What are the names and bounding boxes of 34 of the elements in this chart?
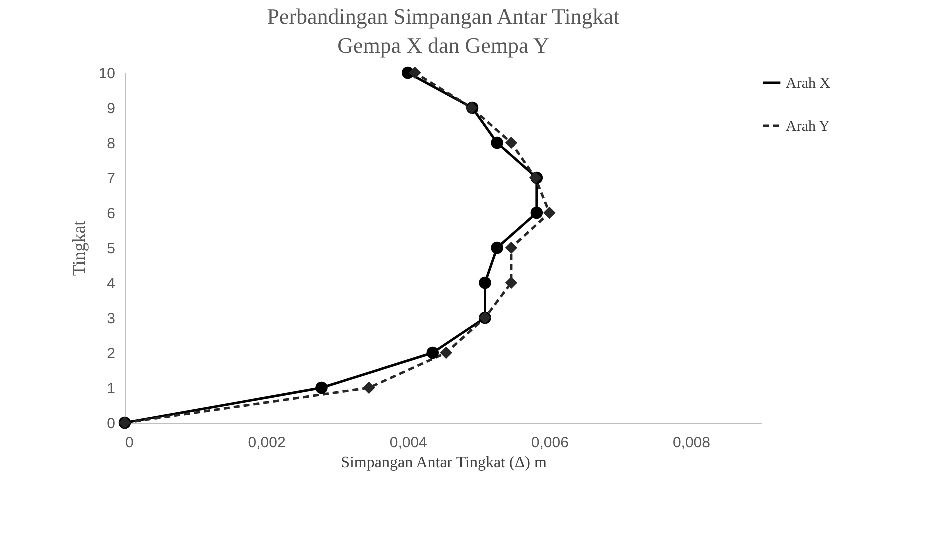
y-tick-label: 6 [107, 206, 116, 222]
y-tick-label: 4 [107, 276, 116, 292]
y-tick-label: 7 [107, 170, 116, 188]
y-tick-label: 10 [98, 66, 116, 82]
point [544, 206, 556, 220]
point [505, 276, 518, 290]
y-tick-label: 5 [107, 240, 116, 258]
point [316, 382, 328, 394]
point [479, 276, 492, 290]
y-tick-label: 9 [107, 100, 116, 118]
point [530, 206, 544, 220]
y-tick-label: 3 [107, 310, 116, 328]
point [491, 136, 504, 150]
y-tick-label: 8 [107, 136, 116, 152]
y-tick-label: 1 [107, 380, 116, 398]
y-axis-title: Tingkat [68, 220, 89, 276]
y-tick-label: 0 [107, 416, 116, 432]
point [491, 242, 504, 254]
x-tick-label: 0,008 [672, 434, 710, 452]
point [363, 382, 376, 394]
point [409, 66, 422, 80]
x-tick-label: 0,006 [531, 434, 569, 452]
x-axis-title: Simpangan Antar Tingkat (Δ) m [341, 454, 548, 472]
point [426, 346, 440, 360]
chart-title: Perbandingan Simpangan Antar Tingkat Gempa X dan Gempa Y [267, 4, 620, 58]
x-tick-label: 0,002 [248, 434, 286, 452]
point [505, 242, 518, 254]
x-tick-label: 0,004 [390, 434, 428, 452]
point [505, 136, 518, 150]
x-tick-label: 0 [126, 434, 134, 452]
legend-label: Arah Y [786, 119, 830, 135]
legend-label: Arah X [786, 76, 831, 92]
y-tick-label: 2 [107, 346, 116, 362]
point [440, 346, 452, 360]
